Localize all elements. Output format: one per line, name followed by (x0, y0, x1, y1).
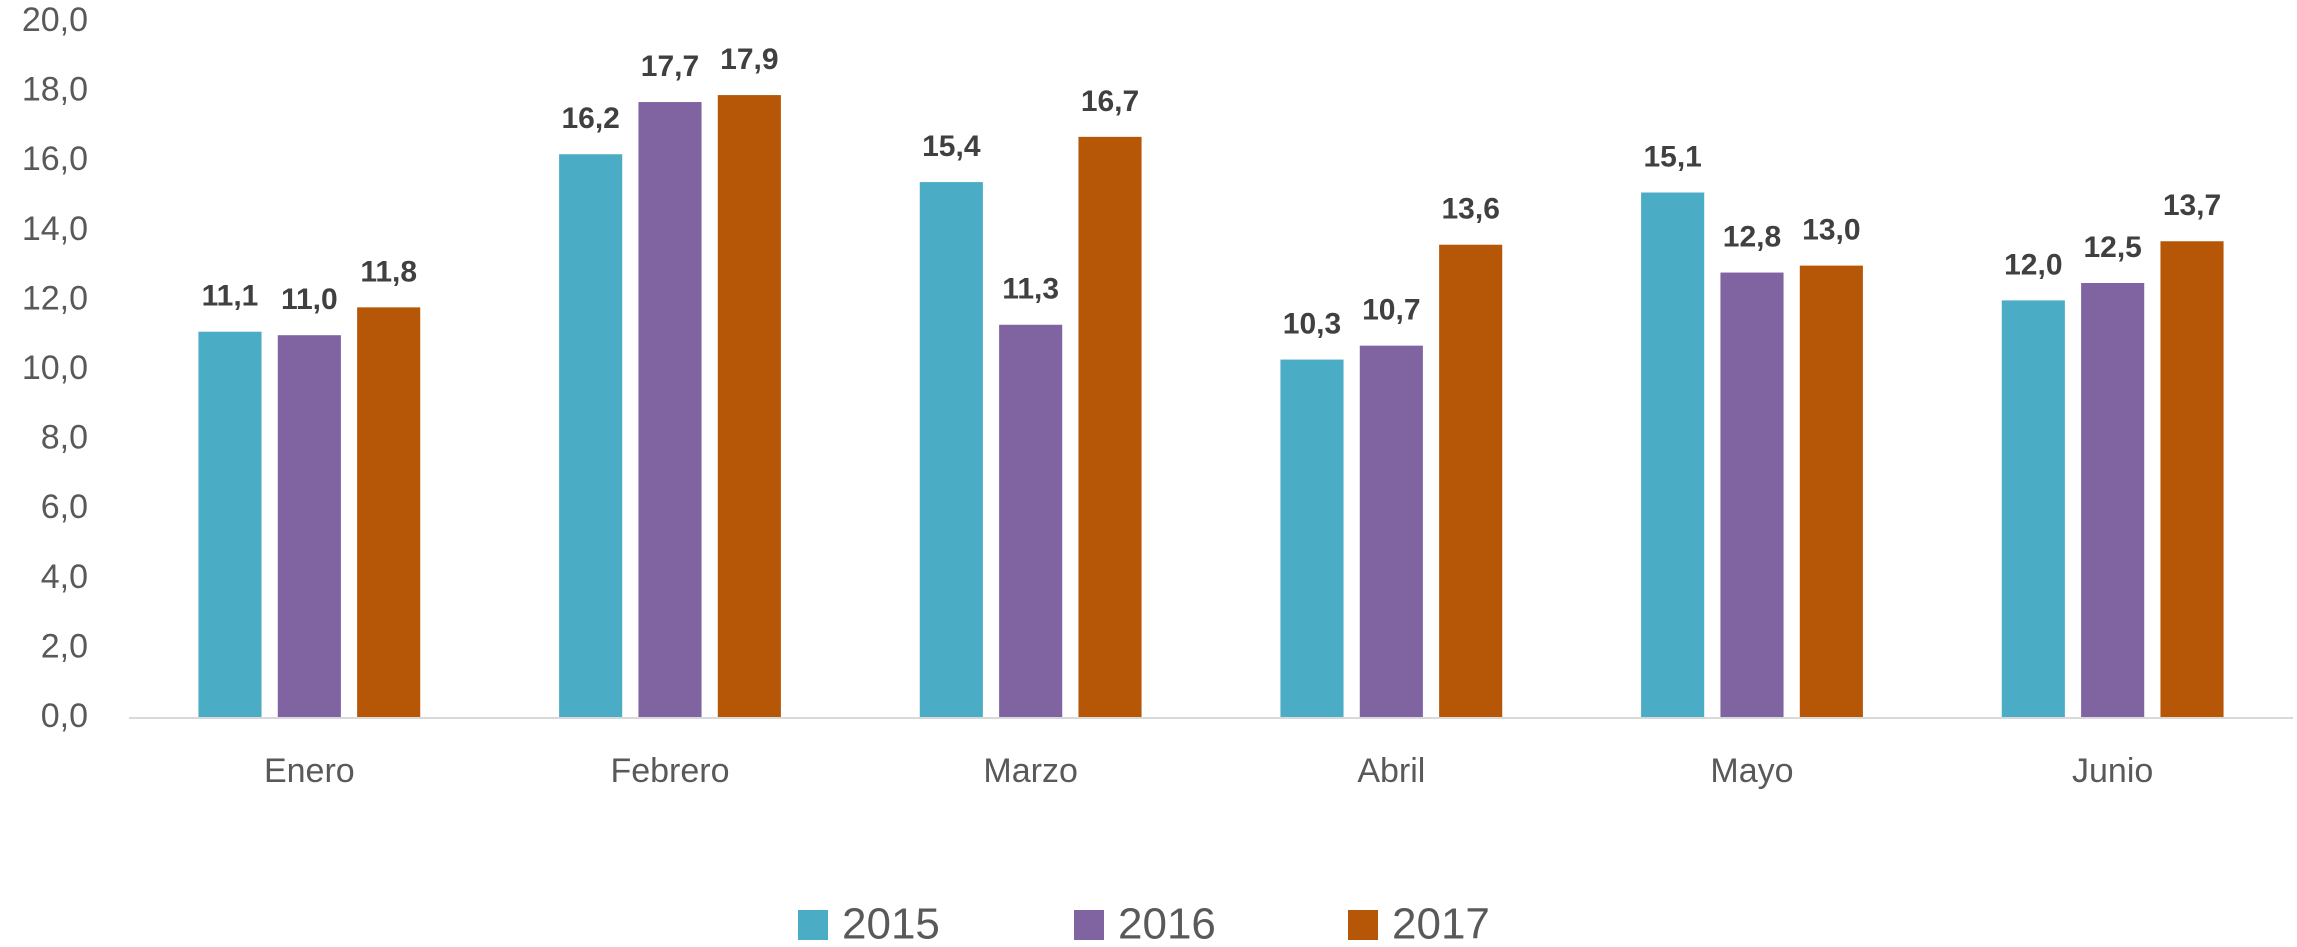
data-label: 13,6 (1441, 193, 1499, 226)
bar (2160, 241, 2224, 719)
data-label: 12,0 (2004, 248, 2062, 281)
y-tick-label: 10,0 (22, 349, 88, 387)
bar (638, 102, 702, 719)
y-tick-label: 16,0 (22, 140, 88, 178)
y-tick-label: 6,0 (41, 488, 88, 526)
bar (919, 182, 983, 718)
x-tick-label: Junio (2072, 752, 2153, 790)
data-label: 15,4 (922, 130, 981, 163)
data-label: 12,8 (1723, 220, 1781, 253)
data-label: 11,8 (360, 255, 417, 288)
data-label: 11,3 (1002, 273, 1059, 306)
legend-swatch (1074, 910, 1104, 940)
y-tick-label: 18,0 (22, 71, 88, 109)
x-tick-label: Enero (264, 752, 355, 790)
bar (1641, 192, 1705, 718)
legend-label: 2015 (842, 900, 940, 947)
bar (999, 324, 1063, 718)
data-label: 11,0 (281, 283, 338, 316)
data-label: 12,5 (2083, 231, 2141, 264)
bar (1359, 345, 1423, 718)
x-tick-label: Mayo (1710, 752, 1793, 790)
legend-swatch (1348, 910, 1378, 940)
data-label: 10,7 (1362, 294, 1420, 327)
bar (1799, 265, 1863, 718)
y-tick-label: 8,0 (41, 419, 88, 457)
bar (559, 154, 623, 719)
legend-label: 2017 (1392, 900, 1490, 947)
bar (1439, 244, 1503, 718)
bar (1078, 136, 1142, 719)
y-tick-label: 2,0 (41, 627, 88, 665)
x-tick-label: Marzo (983, 752, 1077, 790)
data-label: 16,2 (561, 102, 619, 135)
bar (198, 331, 262, 718)
x-tick-label: Febrero (610, 752, 729, 790)
y-tick-label: 20,0 (22, 1, 88, 39)
y-tick-label: 14,0 (22, 210, 88, 248)
x-tick-label: Abril (1357, 752, 1425, 790)
y-tick-label: 4,0 (41, 558, 88, 596)
bar (2081, 283, 2145, 718)
bar (357, 307, 421, 718)
bar (2001, 300, 2065, 718)
bar (1720, 272, 1784, 718)
data-label: 16,7 (1081, 85, 1139, 118)
y-tick-label: 12,0 (22, 279, 88, 317)
y-tick-label: 0,0 (41, 697, 88, 735)
data-label: 15,1 (1643, 140, 1701, 173)
legend-swatch (798, 910, 828, 940)
data-label: 11,1 (202, 280, 259, 313)
bar (717, 95, 781, 718)
bar (1280, 359, 1344, 718)
data-label: 17,9 (720, 43, 778, 76)
bar (277, 335, 341, 718)
legend-label: 2016 (1118, 900, 1216, 947)
data-label: 10,3 (1283, 307, 1341, 340)
data-label: 13,0 (1802, 214, 1860, 247)
data-label: 17,7 (641, 50, 699, 83)
data-label: 13,7 (2163, 189, 2221, 222)
